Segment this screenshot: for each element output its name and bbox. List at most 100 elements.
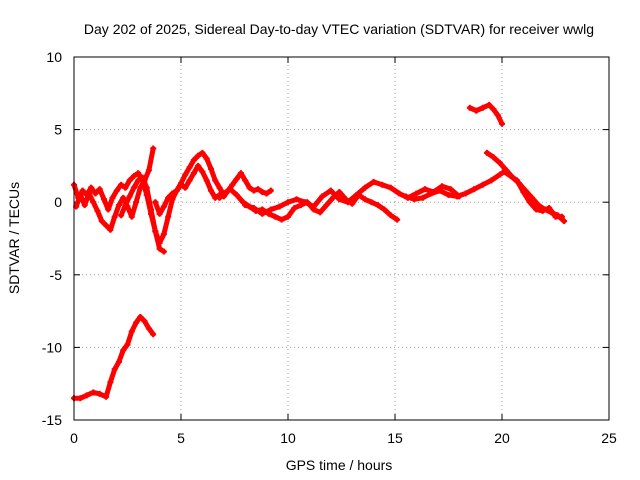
data-point [126, 193, 133, 200]
data-point [128, 213, 135, 220]
data-point [118, 212, 125, 219]
data-point [160, 231, 167, 238]
data-point [484, 149, 491, 156]
data-point [370, 178, 377, 185]
data-point [319, 193, 326, 200]
data-point [454, 193, 461, 200]
data-point [178, 181, 184, 188]
data-point [535, 202, 542, 209]
data-point [190, 170, 197, 177]
data-point [436, 187, 443, 194]
data-point [250, 205, 257, 212]
data-point [381, 206, 388, 213]
x-tick-label: 5 [177, 430, 185, 446]
data-point [387, 212, 394, 219]
data-point [150, 331, 157, 338]
data-point [92, 190, 99, 197]
data-point [302, 199, 309, 206]
data-point [152, 199, 159, 206]
data-point [496, 171, 503, 178]
data-point [488, 177, 495, 184]
data-point [88, 184, 95, 191]
data-point [402, 193, 409, 200]
chart-title: Day 202 of 2025, Sidereal Day-to-day VTE… [84, 21, 594, 37]
data-point [220, 190, 227, 197]
data-point [109, 194, 116, 201]
y-tick-label: 5 [54, 122, 62, 138]
data-point [145, 325, 152, 332]
data-point [165, 213, 172, 220]
data-point [548, 209, 555, 216]
data-point [242, 177, 249, 184]
data-point [533, 206, 540, 213]
data-point [98, 218, 105, 225]
data-point [81, 202, 88, 209]
data-point [291, 205, 298, 212]
data-point [379, 181, 386, 188]
data-point [203, 155, 210, 162]
data-series [71, 101, 568, 402]
data-point [195, 152, 202, 159]
data-point [135, 170, 142, 177]
data-point [105, 206, 112, 213]
data-point [96, 390, 103, 397]
data-point [255, 186, 262, 193]
data-point [77, 191, 84, 198]
data-point [122, 202, 129, 209]
data-point [462, 190, 469, 197]
data-point [107, 379, 114, 386]
data-point [229, 181, 236, 188]
data-point [473, 107, 480, 114]
data-point [374, 202, 381, 209]
data-point [130, 184, 137, 191]
x-axis-label: GPS time / hours [286, 457, 393, 473]
series-line-arc-low-start [71, 314, 156, 401]
data-point [344, 199, 351, 206]
y-tick-label: -15 [42, 412, 62, 428]
data-point [186, 164, 193, 171]
data-point [496, 159, 503, 166]
data-point [293, 196, 300, 203]
data-point [103, 393, 110, 400]
y-tick-label: 10 [46, 49, 62, 65]
data-point [113, 187, 120, 194]
data-point [394, 216, 401, 223]
data-point [267, 206, 274, 213]
data-point [145, 167, 152, 174]
data-point [419, 194, 426, 201]
data-point [79, 187, 86, 194]
data-point [124, 341, 131, 348]
data-point [368, 199, 375, 206]
x-tick-label: 10 [280, 430, 296, 446]
x-tick-label: 20 [494, 430, 510, 446]
data-point [139, 174, 146, 181]
axis-ticks: 0 5 10 15 20 25 10 5 0 -5 -10 -15 [42, 49, 617, 446]
data-point [186, 177, 193, 184]
data-point [353, 191, 360, 198]
data-point [169, 190, 176, 197]
data-point [122, 184, 129, 191]
data-point [242, 202, 249, 209]
data-point [120, 194, 127, 201]
data-point [259, 210, 266, 217]
data-point [499, 120, 505, 127]
data-point [411, 196, 418, 203]
data-point [362, 184, 369, 191]
data-point [207, 165, 214, 172]
data-point [152, 228, 159, 235]
data-point [130, 173, 137, 180]
data-point [490, 106, 497, 113]
data-point [160, 248, 167, 255]
data-point [250, 187, 257, 194]
data-point [233, 191, 240, 198]
data-point [233, 175, 240, 182]
data-point [156, 239, 163, 246]
data-point [203, 177, 210, 184]
y-tick-label: 0 [54, 194, 62, 210]
data-point [137, 184, 144, 191]
data-point [182, 184, 189, 191]
data-point [327, 187, 334, 194]
data-point [310, 203, 317, 210]
data-point [396, 190, 403, 197]
